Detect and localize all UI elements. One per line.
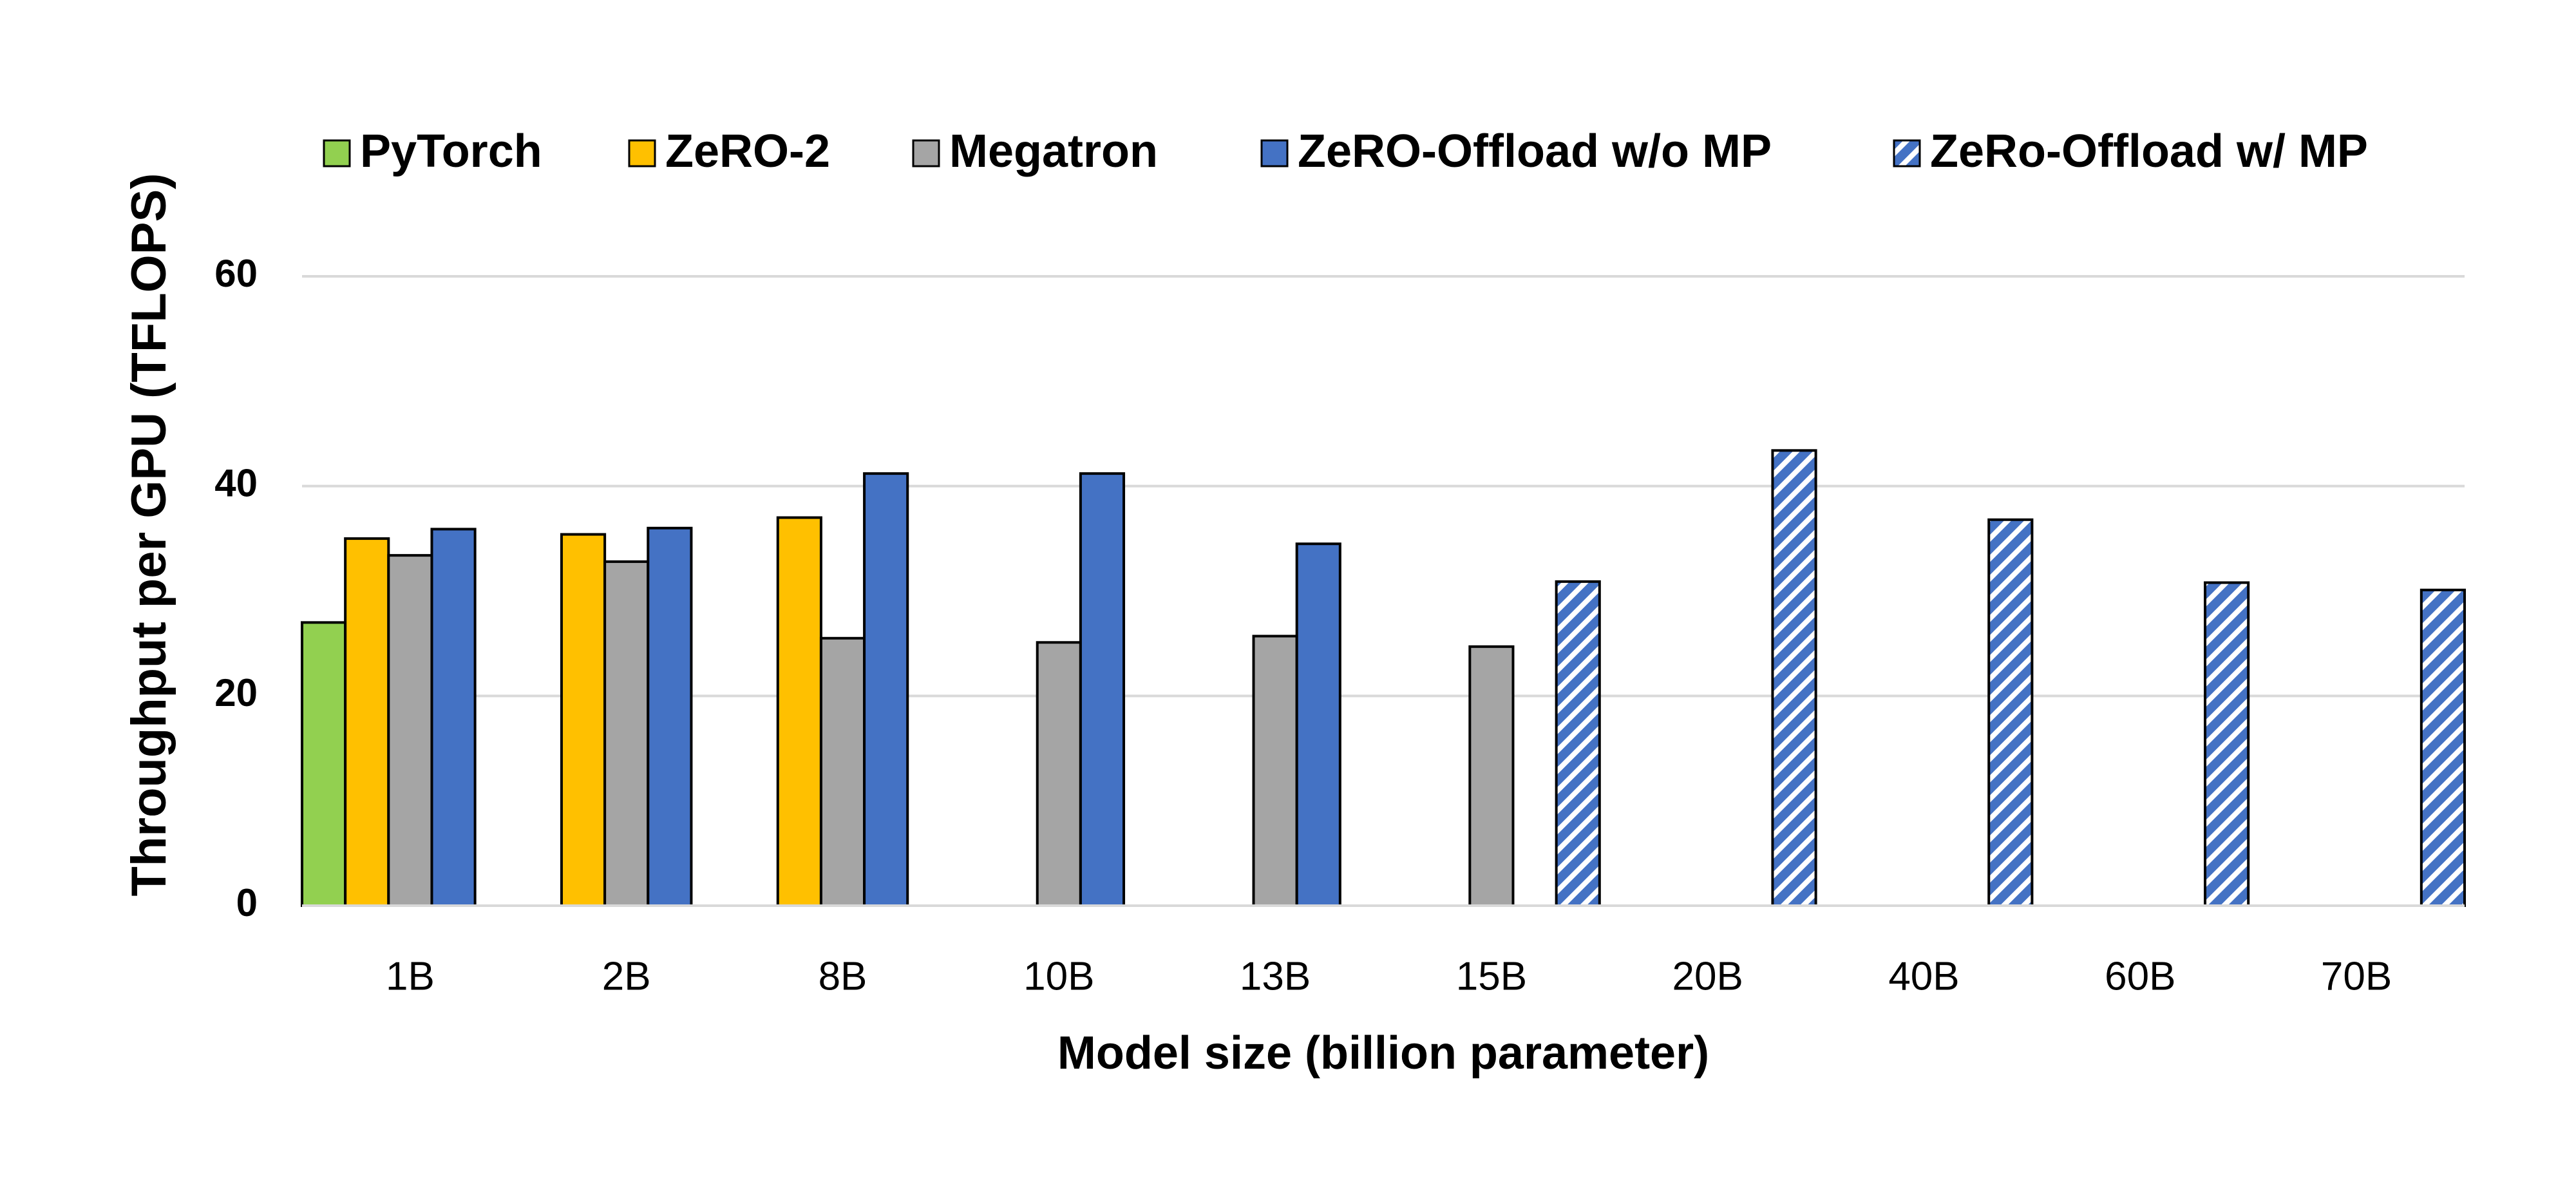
x-axis-title: Model size (billion parameter) [1057, 1027, 1709, 1079]
bar [1252, 634, 1298, 907]
y-tick-label: 20 [214, 671, 258, 714]
y-tick-label: 0 [236, 881, 258, 924]
bar [1987, 518, 2034, 907]
bar [1079, 472, 1126, 907]
bar [1295, 542, 1341, 907]
x-tick-label: 1B [386, 954, 435, 998]
bar [344, 537, 390, 907]
x-tick-label: 13B [1240, 954, 1311, 998]
legend-swatch [1260, 139, 1289, 167]
legend-swatch [1893, 139, 1921, 167]
bar [1468, 645, 1515, 908]
x-tick-label: 70B [2321, 954, 2392, 998]
bar [301, 621, 347, 907]
legend-label: ZeRo-Offload w/ MP [1930, 126, 2368, 177]
bar [1771, 449, 1817, 907]
x-tick-label: 40B [1888, 954, 1959, 998]
bar [819, 636, 866, 908]
legend-swatch [912, 139, 940, 167]
x-tick-label: 8B [819, 954, 867, 998]
bar [2204, 581, 2250, 907]
legend-swatch [628, 139, 656, 167]
bar [1555, 580, 1601, 907]
x-tick-label: 10B [1023, 954, 1094, 998]
legend-swatch [323, 139, 351, 167]
legend-label: ZeRO-2 [665, 126, 830, 177]
x-tick-label: 15B [1456, 954, 1527, 998]
bar [2420, 588, 2467, 907]
y-tick-label: 60 [214, 252, 258, 295]
bar [603, 560, 650, 907]
bar [1036, 641, 1082, 907]
bar [430, 528, 477, 907]
y-tick-label: 40 [214, 462, 258, 505]
legend-label: Megatron [949, 126, 1158, 177]
x-tick-label: 20B [1672, 954, 1743, 998]
bar [387, 554, 433, 907]
x-tick-label: 2B [602, 954, 651, 998]
bar [647, 526, 693, 907]
x-tick-label: 60B [2105, 954, 2175, 998]
bar [863, 472, 909, 907]
y-axis-title: Throughput per GPU (TFLOPS) [122, 173, 176, 897]
legend-label: ZeRO-Offload w/o MP [1298, 126, 1772, 177]
bar [560, 533, 607, 907]
bar [776, 516, 822, 907]
legend-label: PyTorch [360, 126, 542, 177]
